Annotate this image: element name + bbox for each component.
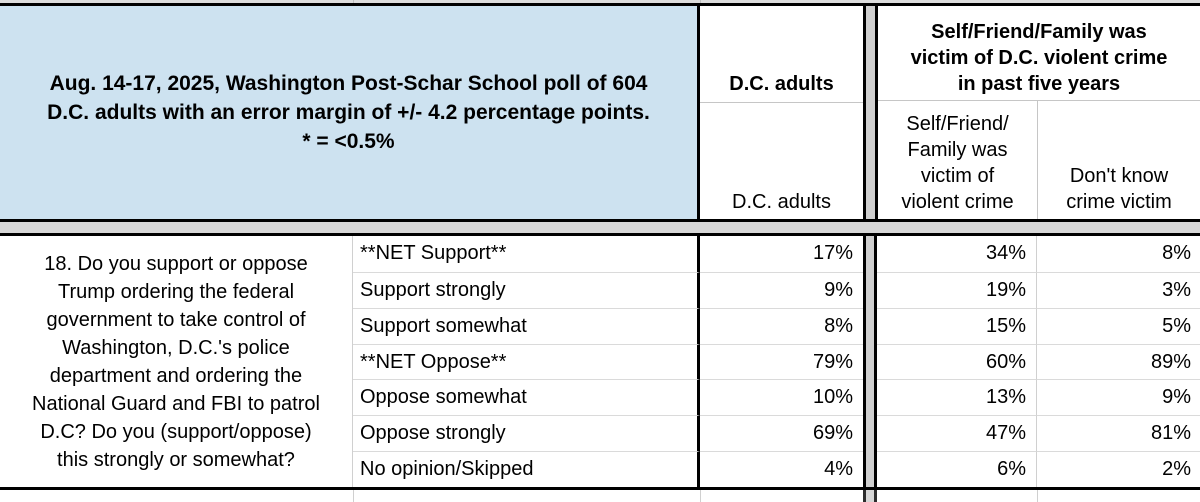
answer-label-cell[interactable]: Support strongly: [353, 271, 700, 308]
answer-label-cell[interactable]: No opinion/Skipped: [353, 451, 700, 488]
table-body: 18. Do you support or oppose Trump order…: [0, 233, 1200, 490]
table-row: Oppose somewhat 10% 13% 9%: [353, 379, 1200, 416]
column-gap: [863, 307, 877, 344]
answer-label-cell[interactable]: Oppose strongly: [353, 415, 700, 452]
table-row: No opinion/Skipped 4% 6% 2%: [353, 451, 1200, 488]
dont-know-value-cell[interactable]: 5%: [1037, 307, 1200, 344]
victim-group-title: Self/Friend/Family was victim of D.C. vi…: [910, 21, 1168, 95]
table-row: Support somewhat 8% 15% 5%: [353, 307, 1200, 344]
gridline: [353, 490, 354, 502]
victim-value-cell[interactable]: 13%: [877, 379, 1037, 416]
dont-know-value-cell[interactable]: 81%: [1037, 415, 1200, 451]
victim-value-cell[interactable]: 47%: [877, 415, 1037, 452]
question-cell[interactable]: 18. Do you support or oppose Trump order…: [0, 236, 353, 487]
dont-know-subheader-cell[interactable]: Don't know crime victim: [1038, 101, 1200, 219]
header-row: Aug. 14-17, 2025, Washington Post-Schar …: [0, 3, 1200, 222]
dont-know-value-cell[interactable]: 3%: [1037, 271, 1200, 308]
answer-label-cell[interactable]: **NET Support**: [353, 236, 700, 272]
victim-value-cell[interactable]: 19%: [877, 271, 1037, 308]
gridline: [700, 0, 701, 3]
victim-group-subheaders: Self/Friend/ Family was victim of violen…: [878, 101, 1200, 219]
dc-adults-subheader-cell[interactable]: D.C. adults: [700, 103, 863, 219]
victim-group-column-header: Self/Friend/Family was victim of D.C. vi…: [875, 3, 1200, 222]
dc-adults-value-cell[interactable]: 79%: [700, 343, 863, 380]
column-gap: [863, 236, 877, 272]
question-text: 18. Do you support or oppose Trump order…: [32, 252, 320, 471]
table-row: Support strongly 9% 19% 3%: [353, 271, 1200, 308]
dc-adults-header-cell[interactable]: D.C. adults: [700, 6, 863, 103]
dc-adults-header-label: D.C. adults: [729, 73, 834, 95]
column-gap: [863, 490, 877, 502]
dont-know-subheader-label: Don't know crime victim: [1066, 165, 1172, 213]
column-gap: [863, 415, 877, 452]
gridline: [353, 0, 354, 3]
poll-note-cell[interactable]: Aug. 14-17, 2025, Washington Post-Schar …: [0, 3, 700, 222]
table-row: Oppose strongly 69% 47% 81%: [353, 415, 1200, 452]
table-row: **NET Oppose** 79% 60% 89%: [353, 343, 1200, 380]
dc-adults-value-cell[interactable]: 4%: [700, 451, 863, 487]
victim-value-cell[interactable]: 60%: [877, 343, 1037, 380]
column-gap: [863, 379, 877, 416]
frozen-row-divider: [0, 222, 1200, 233]
dc-adults-column-header: D.C. adults D.C. adults: [700, 3, 866, 222]
gridline: [700, 490, 701, 502]
victim-subheader-label: Self/Friend/ Family was victim of violen…: [901, 113, 1014, 213]
answer-label-cell[interactable]: Oppose somewhat: [353, 379, 700, 416]
column-gap: [863, 451, 877, 488]
dc-adults-value-cell[interactable]: 10%: [700, 379, 863, 415]
partial-row-above: [0, 0, 1200, 3]
answer-label-cell[interactable]: **NET Oppose**: [353, 343, 700, 380]
dont-know-value-cell[interactable]: 2%: [1037, 451, 1200, 487]
column-gap: [866, 3, 875, 222]
dc-adults-value-cell[interactable]: 8%: [700, 307, 863, 344]
victim-value-cell[interactable]: 6%: [877, 451, 1037, 488]
table-row: **NET Support** 17% 34% 8%: [353, 236, 1200, 272]
dc-adults-value-cell[interactable]: 69%: [700, 415, 863, 451]
dc-adults-value-cell[interactable]: 17%: [812, 242, 853, 265]
dc-adults-value-cell[interactable]: 9%: [700, 271, 863, 308]
victim-value-cell[interactable]: 15%: [877, 307, 1037, 344]
column-gap: [863, 343, 877, 380]
answer-rows: **NET Support** 17% 34% 8% Support stron…: [353, 236, 1200, 488]
victim-subheader-cell[interactable]: Self/Friend/ Family was victim of violen…: [878, 101, 1038, 219]
poll-note-text: Aug. 14-17, 2025, Washington Post-Schar …: [47, 72, 650, 153]
gridline: [1037, 490, 1038, 502]
dont-know-value-cell[interactable]: 89%: [1037, 343, 1200, 380]
partial-row-below: [0, 490, 1200, 502]
victim-group-header-cell[interactable]: Self/Friend/Family was victim of D.C. vi…: [878, 6, 1200, 101]
victim-value-cell[interactable]: 34%: [877, 236, 1037, 272]
dont-know-value-cell[interactable]: 9%: [1037, 379, 1200, 415]
answer-label-cell[interactable]: Support somewhat: [353, 307, 700, 344]
dc-adults-subheader-label: D.C. adults: [732, 191, 831, 213]
dont-know-value-cell[interactable]: 8%: [1162, 242, 1191, 265]
column-gap: [863, 271, 877, 308]
